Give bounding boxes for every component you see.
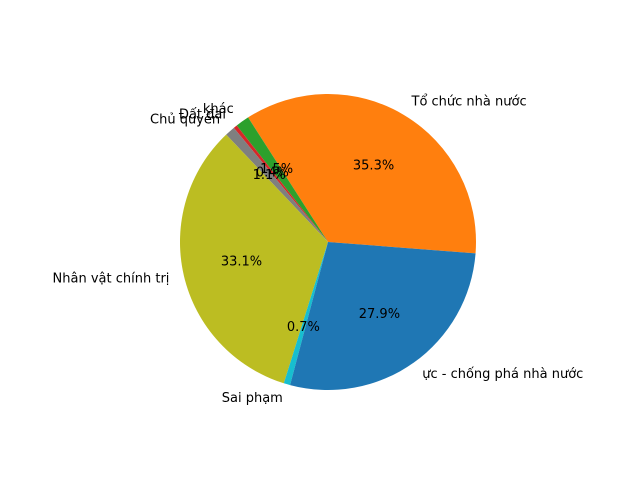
pie-slice-nhan-vat-chinh-tri	[180, 134, 328, 384]
slice-percent-to-chuc-nha-nuoc: 35.3%	[353, 158, 394, 173]
pie-slice-sai-pham	[283, 242, 328, 386]
slice-label-dat-dai: Đất đai	[179, 108, 226, 123]
slice-percent-dat-dai: 0.4%	[256, 165, 289, 180]
slice-label-chu-quyen: Chủ quyền	[150, 113, 220, 128]
slice-percent-chong-pha-nha-nuoc-chong-pha-nha-nuoc: 27.9%	[359, 307, 400, 322]
slice-percent-nhan-vat-chinh-tri: 33.1%	[221, 255, 262, 270]
slice-label-sai-pham: Sai phạm	[222, 391, 283, 406]
pie-slice-to-chuc-nha-nuoc	[248, 94, 476, 254]
pie-slice-chong-pha-nha-nuoc-chong-pha-nha-nuoc	[290, 242, 476, 390]
pie-slice-dat-dai	[233, 125, 328, 242]
pie-slice-chu-quyen	[226, 127, 328, 242]
slice-percent-sai-pham: 0.7%	[287, 320, 320, 335]
slice-percent-chu-quyen: 1.1%	[253, 168, 286, 183]
slice-label-to-chuc-nha-nuoc: Tổ chức nhà nước	[411, 95, 527, 110]
slice-label-nhan-vat-chinh-tri: Nhân vật chính trị	[53, 271, 170, 286]
slice-percent-khac: 1.5%	[260, 162, 293, 177]
pie-slices	[180, 94, 476, 390]
pie-slice-khac	[236, 117, 328, 242]
slice-label-khac: khác	[203, 102, 234, 117]
slice-label-chong-pha-nha-nuoc-chong-pha-nha-nuoc: ực - chống phá nhà nước	[422, 367, 583, 382]
pie-labels: Tổ chức nhà nước 35.3% khác 1.5% Đất đai 0.4%…	[53, 95, 584, 406]
